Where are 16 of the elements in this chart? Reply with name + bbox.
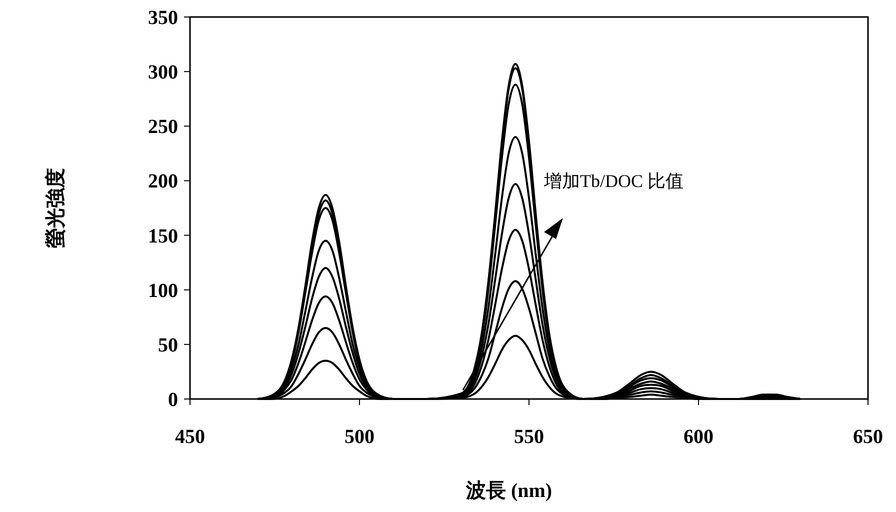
x-tick-label: 550 <box>514 426 544 448</box>
y-axis-title: 螢光強度 <box>44 168 67 249</box>
y-tick-label: 350 <box>148 7 178 29</box>
annotation: 增加Tb/DOC 比值 <box>543 171 684 191</box>
y-tick-label: 0 <box>168 389 178 411</box>
x-tick-label: 650 <box>853 426 883 448</box>
y-tick-label: 300 <box>148 62 178 84</box>
y-tick-label: 100 <box>148 280 178 302</box>
x-tick-label: 600 <box>684 426 714 448</box>
x-tick-label: 450 <box>175 426 205 448</box>
x-tick-label: 500 <box>344 426 374 448</box>
y-tick-label: 200 <box>148 170 178 193</box>
x-axis-title: 波長 (nm) <box>464 480 552 502</box>
y-tick-label: 150 <box>148 225 178 248</box>
y-tick-label: 250 <box>148 116 178 138</box>
y-tick-label: 50 <box>158 334 178 356</box>
